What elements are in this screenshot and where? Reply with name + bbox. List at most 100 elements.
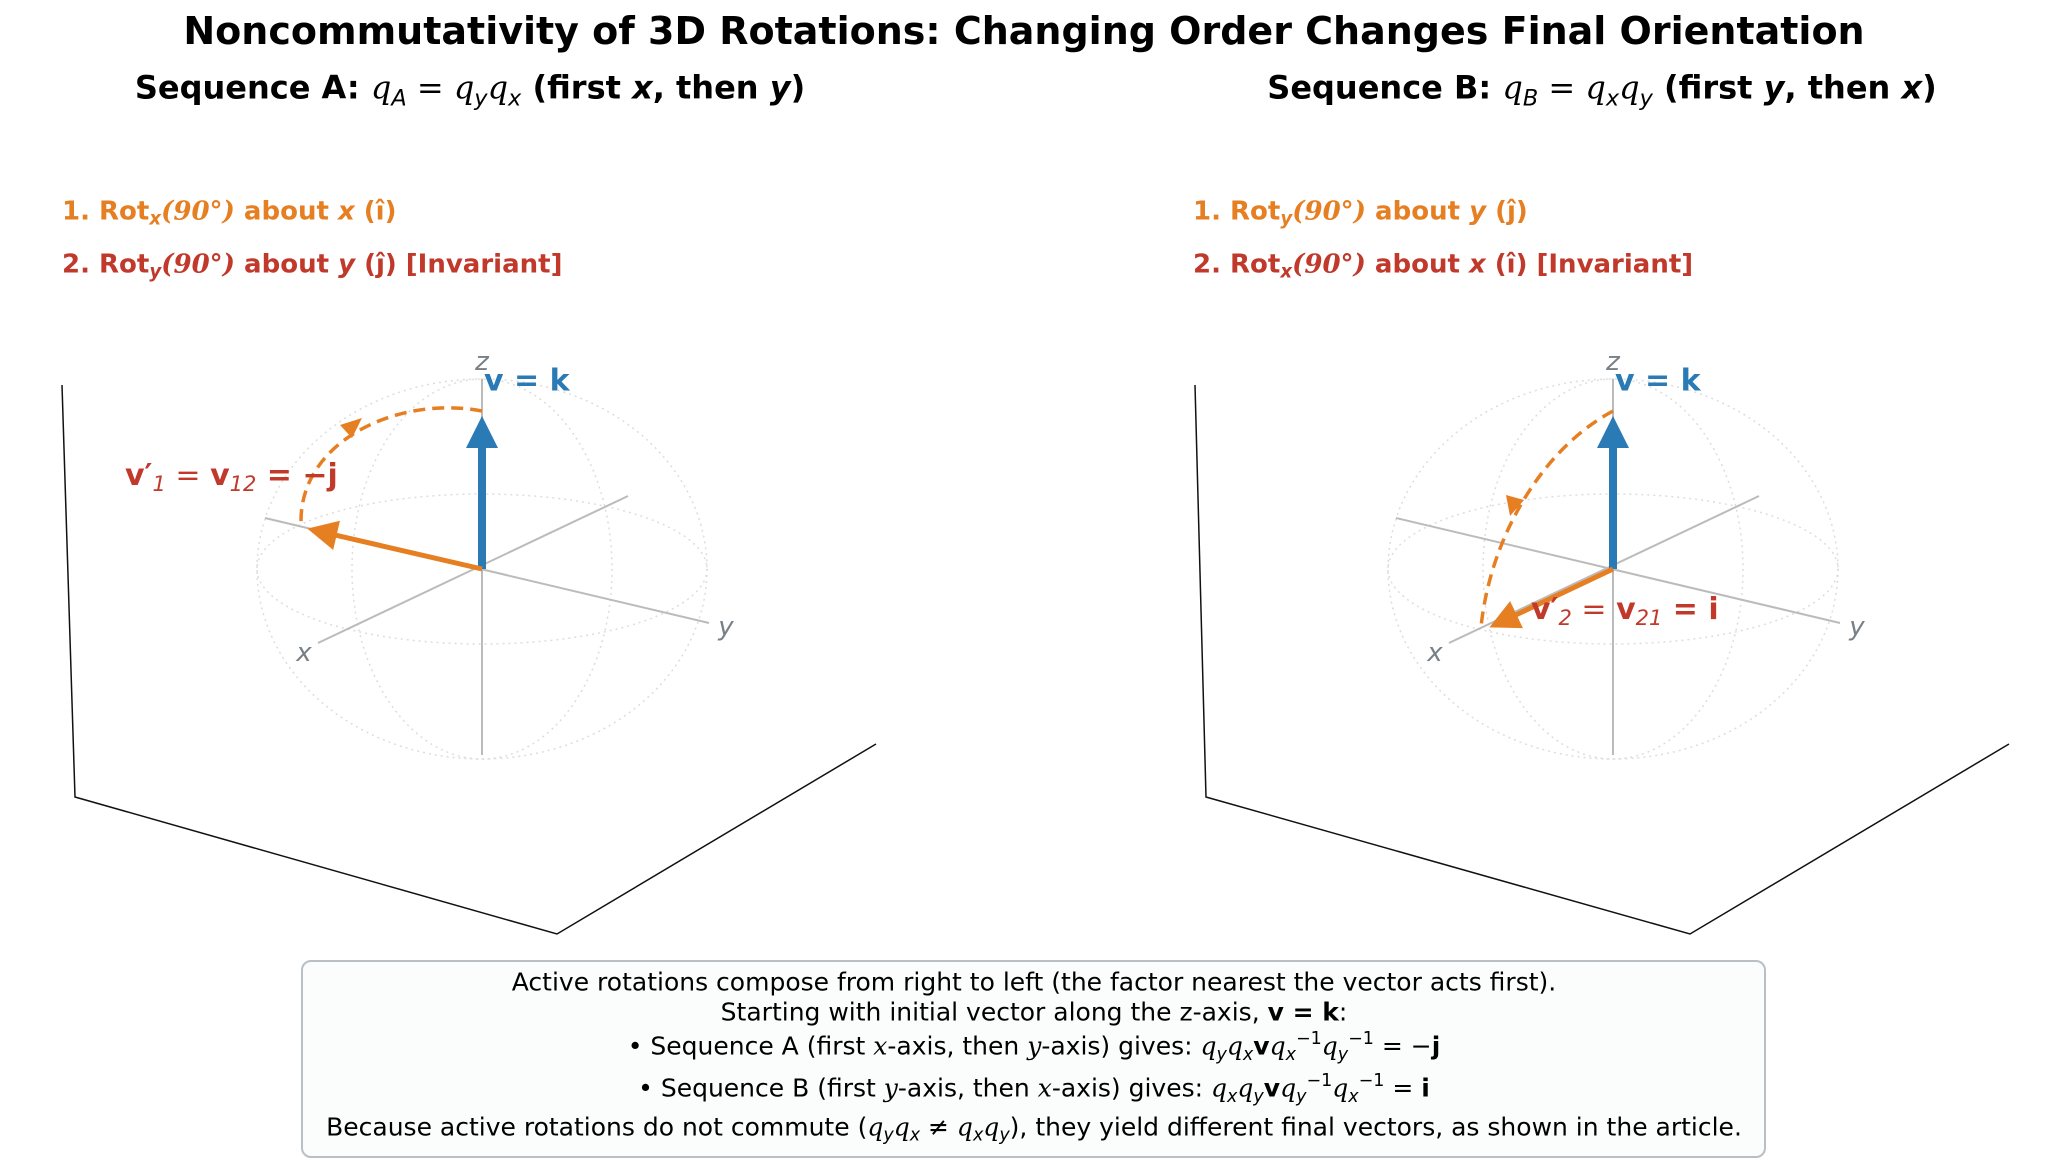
vector-label-part: = i <box>1662 591 1719 627</box>
caption-line-part: q <box>1280 1073 1297 1103</box>
caption-line-part: q <box>983 1112 1000 1142</box>
step-label-part: 1. Rot <box>1193 196 1281 227</box>
panel-header-part: Sequence B: <box>1267 68 1503 107</box>
vector-label-part: = <box>165 457 211 493</box>
axis-label: y <box>1849 612 1865 642</box>
step-label-part: about <box>1365 249 1469 280</box>
vector-label-part: v = k <box>484 363 570 399</box>
caption-line-part: y <box>999 1125 1010 1146</box>
caption-line-part: x <box>873 1031 888 1061</box>
caption-line-part: q <box>1226 1031 1243 1061</box>
pane-edge <box>1194 384 2010 935</box>
step-label-part: x <box>337 196 355 227</box>
caption-line-part: -axis, then <box>897 1073 1038 1103</box>
vector-label: v′1 = v12 = −j <box>125 458 338 496</box>
panel-b-graphics <box>1194 378 2010 935</box>
rotation-arc <box>299 406 483 523</box>
step-label-part: y <box>1469 196 1487 227</box>
caption-line-part: x <box>972 1125 984 1146</box>
step-label-part: (î) <box>354 196 397 227</box>
panel-header-part: A <box>391 85 407 112</box>
panel-header-part: q <box>1585 68 1606 107</box>
caption-line-part: = − <box>1373 1031 1432 1061</box>
caption-line-part: y <box>1253 1086 1264 1107</box>
step-label: 1. Rotx(90°) about x (î) <box>62 196 396 229</box>
caption-line-part: y <box>883 1125 894 1146</box>
caption-line-part: y <box>1027 1031 1042 1061</box>
caption-line-part: q <box>1200 1031 1217 1061</box>
caption-line: Because active rotations do not commute … <box>326 1112 1742 1145</box>
caption-line-part: = <box>1384 1073 1422 1103</box>
caption-line-part: q <box>956 1112 973 1142</box>
step-label-part: y <box>149 261 162 283</box>
caption-line-part: x <box>1348 1086 1359 1107</box>
caption-line: • Sequence B (first y-axis, then x-axis)… <box>638 1071 1430 1107</box>
step-label-part: x <box>149 208 162 230</box>
panel-header-part: (first <box>1652 68 1764 107</box>
panel-header-part: ) <box>1922 68 1937 107</box>
vector-label-part: v <box>1616 591 1636 627</box>
caption-line-part: i <box>1421 1073 1430 1103</box>
vector-label: v′2 = v21 = i <box>1531 592 1719 630</box>
caption-line-part: x <box>1242 1044 1254 1065</box>
panel-header-part: = <box>1538 68 1586 107</box>
vector-label: v = k <box>1615 364 1701 399</box>
caption-line-part: q <box>893 1112 910 1142</box>
caption-line-part: v <box>1253 1031 1270 1061</box>
step-label: 1. Roty(90°) about y (ĵ) <box>1193 196 1528 229</box>
caption-line-part: ), they yield different final vectors, a… <box>1009 1112 1742 1142</box>
final-vector <box>307 520 483 572</box>
step-label-part: 2. Rot <box>1193 249 1281 280</box>
panel-header-part: , then <box>1784 68 1902 107</box>
step-label-part: x <box>1468 249 1486 280</box>
axis-label: y <box>718 612 734 642</box>
vector-label-part: 2 <box>1558 606 1572 631</box>
panel-header-part: B <box>1522 85 1539 112</box>
step-label: 2. Roty(90°) about y (ĵ) [Invariant] <box>62 249 562 282</box>
axis-label: x <box>1427 638 1443 668</box>
caption-line-part: q <box>1237 1073 1254 1103</box>
panel-header-part: y <box>769 68 791 107</box>
panel-header-part: (first <box>521 68 633 107</box>
caption-line-part: • Sequence A (first <box>627 1031 874 1061</box>
caption-box <box>301 960 1766 1158</box>
panel-header-part: y <box>474 85 488 112</box>
caption-line-part: : <box>1338 997 1348 1027</box>
vector-label-part: v′ <box>1531 591 1559 627</box>
step-label-part: about <box>1366 196 1470 227</box>
panel-header-part: x <box>1605 85 1620 112</box>
arc-arrowhead <box>1506 495 1524 516</box>
caption-line-part: Because active rotations do not commute … <box>326 1112 868 1142</box>
panel-header-part: x <box>1901 68 1923 107</box>
step-label-part: 1. Rot <box>62 196 150 227</box>
panel-header: Sequence A: qA = qyqx (first x, then y) <box>135 69 805 112</box>
caption-line-part: q <box>1332 1073 1349 1103</box>
panel-header-part: q <box>487 68 509 107</box>
step-label-part: (90°) <box>161 249 235 280</box>
caption-line-part: • Sequence B (first <box>638 1073 884 1103</box>
step-label-part: about <box>234 196 338 227</box>
caption-line-part: Starting with initial vector along the z… <box>720 997 1268 1027</box>
vector-label-part: 12 <box>229 472 257 497</box>
panel-header-part: q <box>453 68 475 107</box>
caption-line-part: −1 <box>1358 1071 1385 1092</box>
axis-label: x <box>296 638 312 668</box>
step-label-part: (90°) <box>1292 196 1366 227</box>
vector-label-part: 1 <box>152 472 166 497</box>
panel-header-part: q <box>1619 68 1640 107</box>
caption-line-part: v = k <box>1267 997 1339 1027</box>
caption-line-part: -axis) gives: <box>1041 1031 1201 1061</box>
caption-line: • Sequence A (first x-axis, then y-axis)… <box>628 1029 1441 1065</box>
caption-line-part: −1 <box>1295 1029 1322 1050</box>
step-label: 2. Rotx(90°) about x (î) [Invariant] <box>1193 249 1693 282</box>
caption-line-part: Active rotations compose from right to l… <box>511 967 1557 997</box>
final-vector <box>1489 566 1615 629</box>
panel-header-part: ) <box>790 68 806 107</box>
caption-line-part: y <box>1337 1044 1349 1065</box>
step-label-part: y <box>1280 208 1293 230</box>
step-label-part: (ĵ) [Invariant] <box>355 249 563 280</box>
vector-label-part: 21 <box>1635 606 1663 631</box>
step-label-part: y <box>338 249 356 280</box>
vector-label-part: = −j <box>256 457 338 493</box>
